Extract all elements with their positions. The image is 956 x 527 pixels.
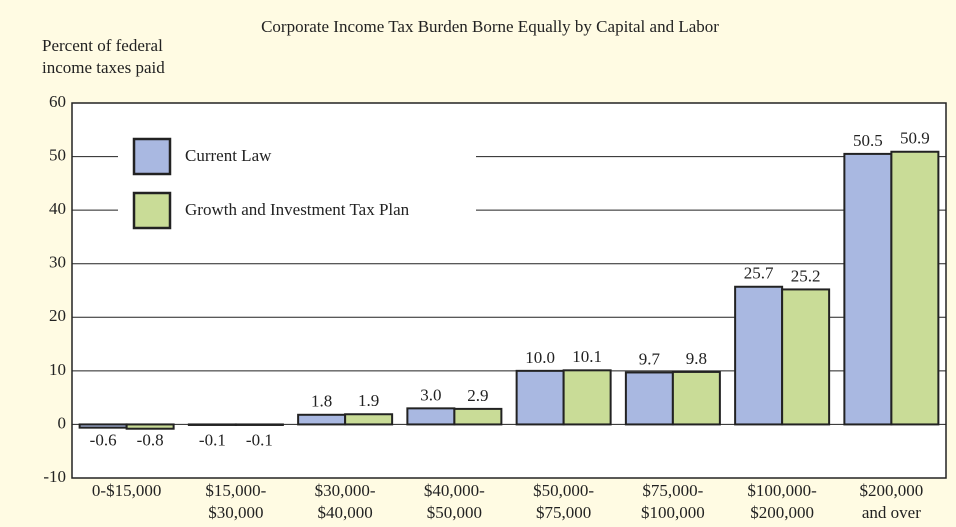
- value-label: 50.9: [900, 129, 930, 148]
- y-tick-label: 30: [49, 253, 66, 272]
- x-tick-label: $50,000-$75,000: [533, 481, 594, 522]
- bar: [843, 152, 893, 426]
- bar: [453, 407, 503, 426]
- y-tick-label: 20: [49, 306, 66, 325]
- x-tick-label: $200,000 and over: [860, 481, 924, 522]
- bar: [297, 413, 347, 426]
- plot-border: [71, 102, 947, 479]
- value-label: -0.8: [137, 430, 164, 449]
- bar: [890, 150, 940, 426]
- legend-label: Current Law: [185, 146, 272, 165]
- value-label: 50.5: [853, 131, 883, 150]
- legend-swatch: [132, 191, 172, 230]
- value-label: 1.8: [311, 392, 332, 411]
- value-label: 9.7: [639, 349, 661, 368]
- value-label: 1.9: [358, 391, 379, 410]
- bar: [624, 371, 674, 426]
- legend-swatch: [132, 137, 172, 176]
- legend-label: Growth and Investment Tax Plan: [185, 200, 410, 219]
- value-label: 2.9: [467, 386, 488, 405]
- y-tick-label: -10: [43, 467, 66, 486]
- bar: [734, 285, 784, 426]
- value-label: 3.0: [420, 385, 441, 404]
- bar: [187, 423, 237, 426]
- bar: [406, 407, 456, 426]
- x-tick-label: $40,000-$50,000: [424, 481, 485, 522]
- bar: [125, 423, 175, 430]
- y-tick-label: 0: [58, 413, 67, 432]
- value-label: -0.1: [199, 430, 226, 449]
- y-tick-label: 50: [49, 145, 66, 164]
- bar: [671, 370, 721, 426]
- y-tick-label: 60: [49, 92, 66, 111]
- x-tick-label: $15,000-$30,000: [205, 481, 266, 522]
- bar: [515, 369, 565, 426]
- y-tick-label: 40: [49, 199, 66, 218]
- x-tick-label: $75,000-$100,000: [641, 481, 705, 522]
- bar: [562, 369, 612, 426]
- value-label: 9.8: [686, 349, 707, 368]
- x-tick-label: $30,000-$40,000: [315, 481, 376, 522]
- chart-title: Corporate Income Tax Burden Borne Equall…: [261, 17, 719, 36]
- x-tick-label: 0-$15,000: [92, 481, 161, 500]
- x-tick-label: $100,000-$200,000: [747, 481, 817, 522]
- value-label: 25.7: [744, 264, 774, 283]
- value-label: 25.2: [791, 266, 821, 285]
- bar: [78, 423, 128, 429]
- value-label: -0.1: [246, 430, 273, 449]
- legend-background: [118, 135, 476, 231]
- y-tick-label: 10: [49, 360, 66, 379]
- bar: [781, 288, 831, 426]
- value-label: 10.0: [525, 348, 555, 367]
- y-axis-label: Percent of federal income taxes paid: [42, 36, 165, 77]
- value-label: 10.1: [572, 347, 602, 366]
- value-label: -0.6: [90, 430, 117, 449]
- bar: [344, 413, 394, 426]
- bar: [234, 423, 284, 426]
